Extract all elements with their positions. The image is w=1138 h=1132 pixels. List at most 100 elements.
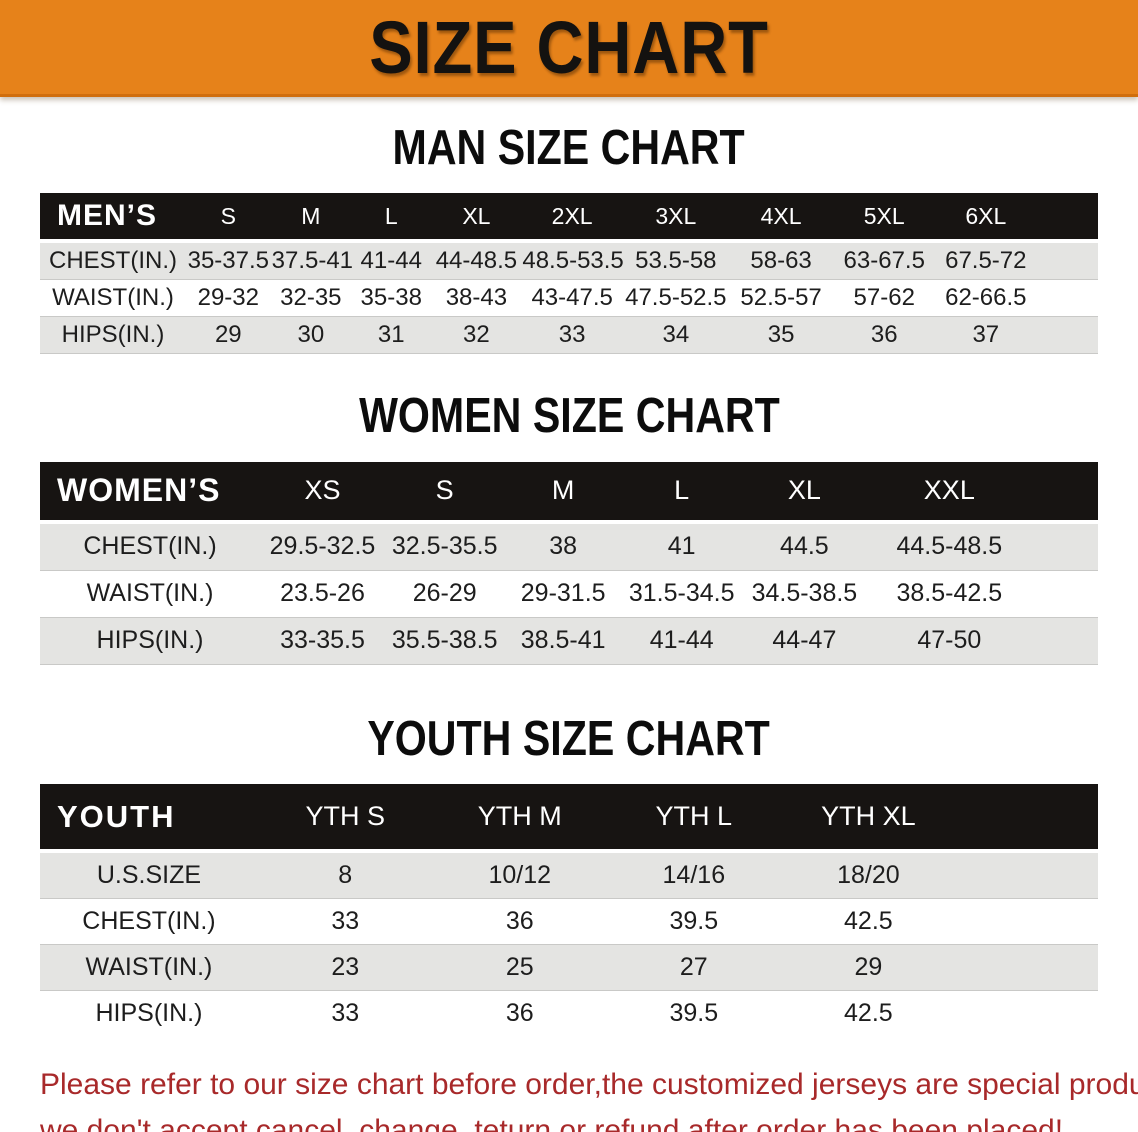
value-cell: 38.5-42.5 [867,570,1032,618]
value-cell: 35-38 [351,279,432,317]
women-waist-row: WAIST(IN.) 23.5-26 26-29 29-31.5 31.5-34… [40,570,1098,618]
size-header-cell: YTH M [432,784,608,854]
men-waist-row: WAIST(IN.) 29-32 32-35 35-38 38-43 43-47… [40,279,1098,317]
value-cell: 36 [833,316,936,355]
size-header-cell: XS [260,461,385,524]
value-cell: 32-35 [270,279,352,317]
value-cell: 37 [935,316,1037,355]
size-header-cell: L [351,193,432,244]
size-header-cell: YTH XL [780,784,957,854]
men-header-row: MEN’S S M L XL 2XL 3XL 4XL 5XL 6XL [40,193,1098,244]
value-cell: 29.5-32.5 [260,521,385,571]
youth-section-heading: YOUTH SIZE CHART [0,711,1138,766]
men-header-label-cell: MEN’S [40,193,186,244]
youth-heading-text: YOUTH SIZE CHART [367,711,771,766]
value-cell: 32 [431,316,522,355]
value-cell: 44-48.5 [431,240,522,281]
value-cell: 23 [257,944,433,992]
value-cell: 29 [186,316,271,355]
value-cell: 44-47 [741,616,868,665]
value-cell: 35-37.5 [186,240,271,281]
value-cell: 42.5 [780,990,957,1037]
row-label-cell: WAIST(IN.) [40,279,186,317]
size-header-cell: S [186,193,271,244]
size-header-cell: XXL [867,461,1032,524]
value-cell: 41 [621,521,742,571]
men-size-table: MEN’S S M L XL 2XL 3XL 4XL 5XL 6XL CHEST… [40,193,1098,355]
value-cell: 25 [432,944,608,992]
women-chest-row: CHEST(IN.) 29.5-32.5 32.5-35.5 38 41 44.… [40,521,1098,571]
men-hips-row: HIPS(IN.) 29 30 31 32 33 34 35 36 37 [40,316,1098,355]
value-cell: 33 [257,898,433,945]
value-cell: 38-43 [431,279,522,317]
value-cell: 44.5-48.5 [867,521,1032,571]
value-cell: 62-66.5 [935,279,1037,317]
value-cell: 42.5 [780,898,957,945]
men-heading-text: MAN SIZE CHART [392,121,746,175]
spacer-cell [956,944,1098,992]
value-cell: 47.5-52.5 [622,279,729,317]
value-cell: 34 [622,316,729,355]
size-header-cell: M [270,193,352,244]
value-cell: 36 [432,990,608,1037]
youth-size-table: YOUTH YTH S YTH M YTH L YTH XL U.S.SIZE … [40,784,1098,1037]
value-cell: 39.5 [607,990,781,1037]
women-header-row: WOMEN’S XS S M L XL XXL [40,461,1098,524]
size-chart-banner: SIZE CHART [0,0,1138,97]
size-header-cell: YTH L [607,784,781,854]
value-cell: 33 [257,990,433,1037]
value-cell: 37.5-41 [270,240,353,281]
size-header-cell: 3XL [622,193,729,244]
size-header-cell: L [621,461,742,524]
youth-chest-row: CHEST(IN.) 33 36 39.5 42.5 [40,898,1098,945]
value-cell: 31.5-34.5 [621,570,742,618]
value-cell: 39.5 [607,898,781,945]
value-cell: 67.5-72 [935,240,1037,281]
size-header-cell: YTH S [257,784,433,854]
size-header-cell: S [384,461,505,524]
value-cell: 27 [607,944,781,992]
row-label-cell: U.S.SIZE [40,850,258,900]
banner-title: SIZE CHART [369,5,769,89]
size-header-cell: 4XL [728,193,834,244]
spacer-cell [1036,316,1098,355]
row-label-cell: CHEST(IN.) [40,898,258,945]
value-cell: 35.5-38.5 [384,616,505,665]
men-chest-row: CHEST(IN.) 35-37.5 37.5-41 41-44 44-48.5… [40,240,1098,281]
men-section-heading: MAN SIZE CHART [0,121,1138,175]
youth-hips-row: HIPS(IN.) 33 36 39.5 42.5 [40,990,1098,1037]
youth-header-label-cell: YOUTH [40,784,258,854]
value-cell: 14/16 [607,850,781,900]
value-cell: 31 [351,316,432,355]
value-cell: 41-44 [621,616,742,665]
row-label-cell: WAIST(IN.) [40,570,261,618]
disclaimer-note: Please refer to our size chart before or… [40,1062,1138,1132]
size-header-cell: XL [741,461,868,524]
value-cell: 41-44 [351,240,432,281]
value-cell: 53.5-58 [622,240,729,281]
spacer-cell [1031,521,1098,571]
value-cell: 38 [504,521,622,571]
size-header-cell: 6XL [935,193,1037,244]
value-cell: 48.5-53.5 [521,240,624,281]
youth-header-row: YOUTH YTH S YTH M YTH L YTH XL [40,784,1098,854]
youth-ussize-row: U.S.SIZE 8 10/12 14/16 18/20 [40,850,1098,900]
row-label-cell: CHEST(IN.) [40,521,261,571]
value-cell: 30 [270,316,352,355]
value-cell: 29-31.5 [504,570,622,618]
row-label-cell: HIPS(IN.) [40,616,261,665]
size-header-cell: 2XL [521,193,623,244]
spacer-cell [956,898,1098,945]
value-cell: 36 [432,898,608,945]
spacer-cell [1036,240,1098,281]
value-cell: 29 [780,944,957,992]
value-cell: 23.5-26 [260,570,385,618]
spacer-cell [956,850,1098,900]
row-label-cell: HIPS(IN.) [40,316,186,355]
value-cell: 63-67.5 [833,240,936,281]
value-cell: 57-62 [833,279,936,317]
size-header-cell: M [504,461,622,524]
value-cell: 10/12 [432,850,608,900]
size-header-cell: XL [431,193,522,244]
women-hips-row: HIPS(IN.) 33-35.5 35.5-38.5 38.5-41 41-4… [40,616,1098,665]
